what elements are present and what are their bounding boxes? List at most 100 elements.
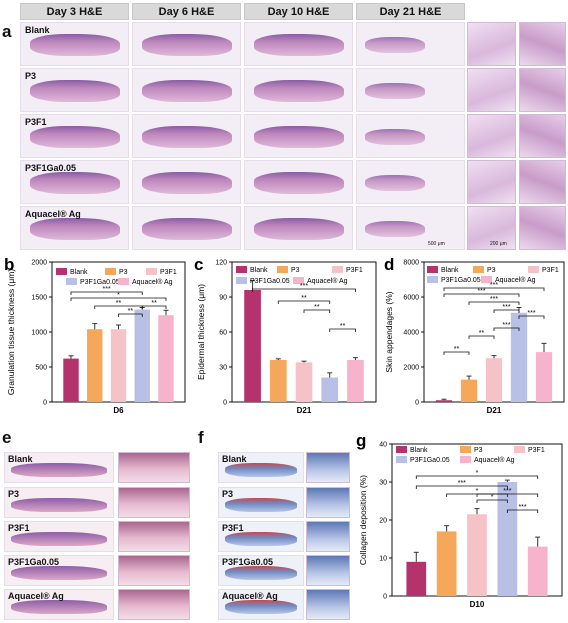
significance-label: ** [314, 304, 320, 311]
y-axis-label: Collagen deposition (%) [358, 475, 368, 565]
legend-label: P3F1Ga0.05 [80, 279, 120, 286]
bar [110, 329, 127, 402]
bar [321, 377, 339, 402]
panel-letter-f: f [198, 428, 204, 447]
zoom-image [306, 521, 350, 552]
legend-swatch [146, 268, 157, 275]
legend-label: P3 [119, 269, 128, 276]
significance-label: ** [454, 346, 460, 353]
tissue-section [11, 498, 107, 512]
bar [244, 290, 261, 402]
legend-label: P3F1 [346, 267, 363, 274]
tissue-section [365, 175, 425, 191]
legend-swatch [66, 278, 77, 285]
zoom-image [118, 521, 190, 552]
legend-swatch [514, 446, 525, 453]
section-image: P3F1 [218, 521, 304, 552]
legend-label: Aquacel® Ag [474, 456, 515, 464]
significance-bracket [468, 335, 495, 339]
significance-bracket [118, 313, 143, 317]
y-tick-label: 10 [379, 556, 387, 563]
significance-bracket [303, 309, 331, 313]
bar [467, 514, 487, 596]
legend-label: Blank [441, 267, 459, 274]
row-label: Blank [222, 454, 247, 464]
he-image [132, 160, 241, 204]
y-tick-label: 6000 [403, 295, 419, 302]
legend-label: Aquacel® Ag [307, 277, 348, 285]
chart-collagen-deposition: g 0 10 20 30 40 Collagen deposition (%) D10 Blan… [356, 431, 563, 609]
zoom-image [519, 206, 566, 250]
bar [347, 360, 364, 402]
legend-swatch [236, 277, 247, 284]
he-image [356, 68, 465, 112]
row-label: Blank [8, 454, 33, 464]
row-label: P3F1 [8, 523, 30, 533]
legend-swatch [396, 456, 407, 463]
panel-letter-e: e [2, 428, 12, 447]
he-image [244, 160, 353, 204]
y-tick-label: 0 [415, 400, 419, 407]
y-tick-label: 2000 [403, 365, 419, 372]
tissue-section [225, 566, 297, 580]
panel-letter: b [4, 255, 14, 274]
y-tick-label: 4000 [403, 330, 419, 337]
he-image [356, 160, 465, 204]
legend-label: P3 [487, 267, 496, 274]
section-image: P3F1Ga0.05 [4, 555, 114, 586]
section-image: Aquacel® Ag [218, 589, 304, 620]
legend-label: P3F1Ga0.05 [441, 277, 481, 284]
significance-bracket [141, 305, 167, 309]
significance-label: * [476, 488, 479, 495]
y-axis-label: Granulation tissue thickness (μm) [6, 269, 16, 395]
tissue-section [254, 126, 344, 148]
legend-swatch [528, 266, 539, 273]
row-label: P3 [222, 489, 234, 499]
x-axis-label: D6 [113, 406, 124, 415]
legend-swatch [293, 277, 304, 284]
y-axis-label: Skin appendages (%) [384, 291, 394, 372]
bar [406, 561, 427, 596]
bar [535, 352, 553, 402]
y-tick-label: 30 [219, 365, 227, 372]
legend-swatch [481, 276, 492, 283]
bar [436, 531, 457, 596]
significance-bracket [518, 315, 545, 319]
legend-label: Aquacel® Ag [132, 278, 173, 286]
he-image [356, 114, 465, 158]
legend-label: P3F1Ga0.05 [250, 278, 290, 285]
legend-label: P3F1 [542, 267, 559, 274]
zoom-image [118, 452, 190, 483]
he-image [132, 206, 241, 250]
panel-letter: d [384, 255, 394, 274]
y-tick-label: 0 [223, 400, 227, 407]
y-tick-label: 90 [219, 295, 227, 302]
row-label: P3 [25, 71, 37, 81]
zoom-image [467, 68, 516, 112]
y-tick-label: 60 [219, 330, 227, 337]
section-image: Blank [218, 452, 304, 483]
significance-label: ** [340, 323, 346, 330]
significance-bracket [70, 291, 143, 295]
significance-label: *** [458, 480, 466, 487]
tissue-section [11, 600, 107, 614]
significance-label: *** [502, 322, 510, 329]
significance-bracket [443, 351, 470, 355]
x-axis-label: D21 [297, 406, 312, 415]
bar [158, 315, 174, 402]
bar [510, 312, 528, 402]
row-label: Aquacel® Ag [8, 591, 64, 601]
significance-bracket [476, 499, 508, 503]
he-image [244, 68, 353, 112]
scale-bar-label: 500 μm [428, 241, 445, 247]
chart-skin-appendages: d 0 2000 4000 6000 8000 Skin appendages (%) D21… [384, 255, 565, 415]
significance-label: *** [518, 504, 526, 511]
tissue-section [30, 172, 120, 194]
y-tick-label: 2000 [31, 260, 47, 267]
zoom-image [306, 452, 350, 483]
bar [460, 379, 478, 402]
column-header-3: Day 10 H&E [244, 3, 353, 20]
zoom-image [118, 487, 190, 518]
row-label: Aquacel® Ag [25, 209, 81, 219]
column-header-1: Day 3 H&E [20, 3, 129, 20]
